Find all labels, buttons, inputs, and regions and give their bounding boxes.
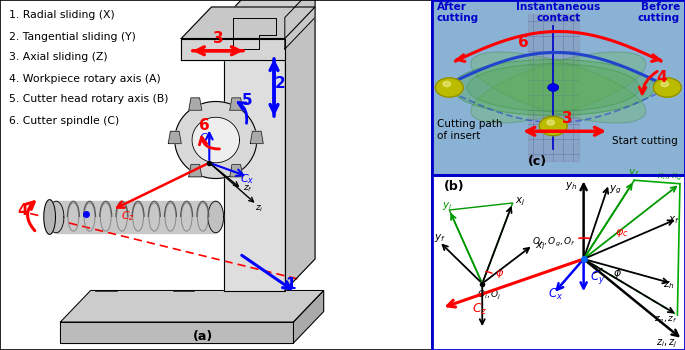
Polygon shape (56, 201, 216, 233)
Text: Start cutting: Start cutting (612, 136, 677, 147)
Polygon shape (229, 98, 242, 110)
Text: $y_h$: $y_h$ (564, 180, 577, 192)
Polygon shape (208, 201, 223, 233)
Circle shape (443, 82, 451, 87)
Circle shape (653, 78, 681, 97)
Text: $x_j$: $x_j$ (515, 195, 525, 208)
Polygon shape (60, 322, 293, 343)
Text: 6. Cutter spindle (C): 6. Cutter spindle (C) (9, 116, 119, 126)
Text: $y_f$: $y_f$ (628, 167, 640, 179)
Text: $C_z$: $C_z$ (472, 302, 488, 317)
Text: $C_z$: $C_z$ (121, 209, 135, 223)
Text: $O_i, O_j$: $O_i, O_j$ (477, 289, 501, 302)
Text: (c): (c) (528, 154, 547, 168)
Polygon shape (229, 164, 242, 177)
Text: $z_i, z_j$: $z_i, z_j$ (656, 337, 677, 350)
Polygon shape (182, 38, 285, 60)
Polygon shape (225, 18, 285, 290)
Polygon shape (44, 200, 55, 234)
Polygon shape (233, 18, 276, 49)
Text: Before
cutting: Before cutting (638, 2, 680, 23)
Polygon shape (293, 290, 324, 343)
Text: 5: 5 (242, 93, 252, 108)
Text: 2: 2 (275, 76, 286, 91)
Text: After
cutting: After cutting (436, 2, 479, 23)
Text: 3: 3 (212, 31, 223, 46)
Circle shape (661, 82, 669, 87)
Text: $x_i$: $x_i$ (536, 240, 546, 252)
Polygon shape (189, 164, 202, 177)
Text: 6: 6 (518, 35, 528, 50)
Text: $O_h, O_g, O_f$: $O_h, O_g, O_f$ (532, 236, 576, 249)
Text: 1. Radial sliding (X): 1. Radial sliding (X) (9, 10, 114, 21)
Circle shape (539, 116, 567, 135)
Ellipse shape (467, 64, 639, 111)
Ellipse shape (471, 52, 646, 123)
Text: $C_y$: $C_y$ (590, 269, 605, 286)
Polygon shape (250, 131, 263, 144)
Text: $x_h, x_g$: $x_h, x_g$ (657, 172, 682, 183)
Text: $z_i$: $z_i$ (255, 203, 263, 214)
Text: 4. Workpiece rotary axis (A): 4. Workpiece rotary axis (A) (9, 74, 160, 84)
Text: 1: 1 (285, 277, 295, 292)
Text: 4: 4 (656, 70, 667, 85)
Circle shape (547, 120, 554, 125)
Ellipse shape (471, 52, 646, 123)
Polygon shape (225, 0, 315, 18)
Text: $y_f$: $y_f$ (434, 232, 446, 244)
Circle shape (436, 78, 463, 97)
Text: 6: 6 (199, 118, 210, 133)
Text: $\varphi$: $\varphi$ (495, 268, 504, 280)
Polygon shape (189, 98, 202, 110)
Polygon shape (285, 0, 315, 290)
Text: Instantaneous
contact: Instantaneous contact (516, 2, 600, 23)
Text: $z_f$: $z_f$ (243, 184, 253, 194)
Text: $C_x$: $C_x$ (548, 287, 563, 302)
Text: $C_y$: $C_y$ (199, 131, 213, 148)
Circle shape (548, 84, 558, 91)
Polygon shape (60, 290, 324, 322)
Text: $y_i$: $y_i$ (442, 200, 452, 212)
Text: 3. Axial sliding (Z): 3. Axial sliding (Z) (9, 52, 108, 63)
Text: $x_f$: $x_f$ (668, 214, 680, 226)
Text: $\phi$: $\phi$ (613, 266, 622, 280)
Ellipse shape (452, 60, 655, 116)
Text: (a): (a) (192, 330, 213, 343)
Text: Cutting path
of insert: Cutting path of insert (436, 119, 502, 141)
Text: $\varphi_c$: $\varphi_c$ (615, 228, 629, 239)
Text: $C_x$: $C_x$ (240, 172, 254, 186)
Polygon shape (169, 131, 182, 144)
Polygon shape (192, 117, 240, 163)
Polygon shape (182, 7, 315, 38)
Polygon shape (528, 14, 579, 161)
Polygon shape (175, 102, 257, 178)
Text: $z_h$: $z_h$ (663, 279, 675, 291)
Text: $y_g$: $y_g$ (609, 184, 622, 196)
Polygon shape (432, 0, 685, 175)
Text: 5. Cutter head rotary axis (B): 5. Cutter head rotary axis (B) (9, 94, 168, 105)
Text: 4: 4 (17, 203, 28, 218)
Text: 2. Tangential sliding (Y): 2. Tangential sliding (Y) (9, 32, 136, 42)
Polygon shape (285, 0, 315, 49)
Text: 3: 3 (562, 111, 573, 126)
Text: $z_g, z_f$: $z_g, z_f$ (654, 315, 677, 327)
Text: (b): (b) (444, 180, 465, 193)
Polygon shape (49, 201, 64, 233)
